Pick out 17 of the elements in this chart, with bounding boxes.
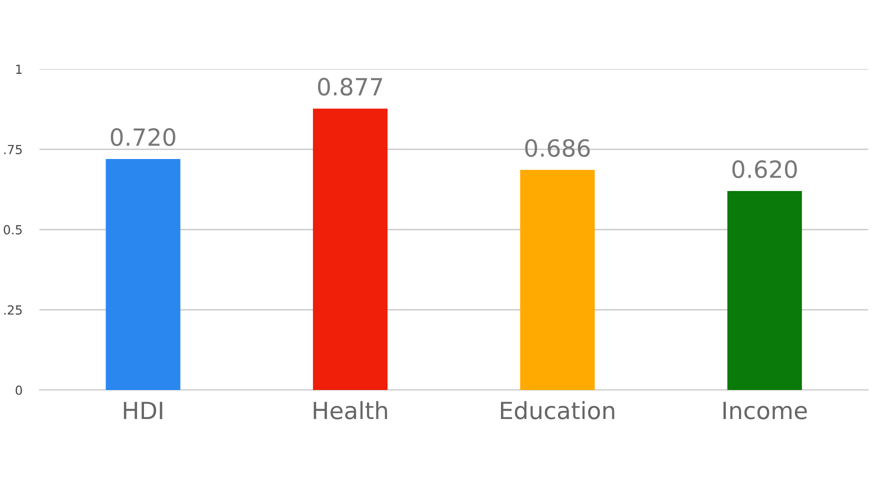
y-tick-label: .75 [4,144,22,154]
y-tick-label: 1 [16,64,22,74]
x-tick-label: Education [500,401,614,420]
y-tick-label: 0.5 [4,225,22,234]
y-tick-label: 0 [16,385,22,395]
data-label: 0.877 [318,78,382,96]
bar [106,158,180,390]
bar [520,170,595,390]
data-label: 0.620 [732,160,797,178]
x-tick-label: Health [314,401,388,420]
y-tick-label: .25 [4,305,22,315]
data-label: 0.686 [525,139,590,157]
x-tick-label: HDI [124,402,162,420]
bar [312,108,388,390]
bar [727,191,802,390]
data-label: 0.720 [110,128,176,146]
x-tick-label: Income [724,402,807,420]
